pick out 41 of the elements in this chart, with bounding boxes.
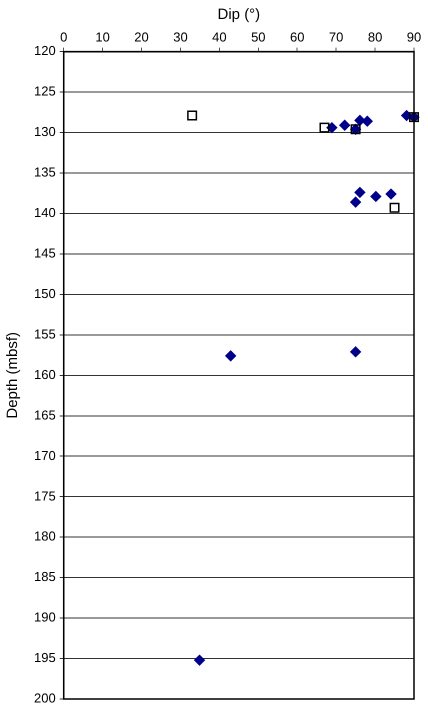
x-tick-label: 60 [290, 29, 304, 44]
y-tick-label: 165 [34, 407, 56, 422]
x-axis-title: Dip (°) [218, 6, 260, 24]
point [187, 110, 198, 121]
point [386, 188, 397, 200]
y-tick-label: 200 [34, 690, 56, 706]
y-tick-label: 160 [34, 366, 56, 382]
y-tick-label: 145 [34, 245, 56, 260]
x-tick-label: 70 [328, 29, 344, 44]
point [354, 186, 366, 198]
y-tick-label: 180 [34, 528, 56, 544]
y-tick-label: 170 [34, 448, 56, 463]
point [370, 190, 382, 202]
y-tick-label: 130 [34, 124, 56, 140]
point [194, 654, 206, 666]
y-tick-label: 155 [34, 326, 56, 342]
y-tick-label: 190 [34, 610, 56, 625]
x-tick-label: 80 [368, 29, 382, 44]
y-tick-label: 195 [34, 650, 56, 666]
y-tick-label: 140 [34, 205, 56, 220]
x-tick-label: 20 [134, 29, 149, 44]
x-tick-label: 10 [95, 29, 110, 44]
point [390, 202, 400, 213]
point [225, 350, 236, 362]
y-axis-title: Depth (mbsf) [4, 332, 22, 419]
x-tick-label: 40 [212, 29, 227, 44]
y-tick-label: 175 [34, 488, 56, 504]
x-tick-label: 30 [173, 29, 188, 44]
y-tick-label: 150 [34, 286, 56, 301]
point [362, 116, 373, 127]
point [319, 122, 330, 133]
y-tick-label: 125 [34, 84, 56, 99]
x-tick-label: 0 [60, 29, 68, 44]
y-tick-label: 120 [34, 43, 56, 58]
y-tick-label: 185 [34, 569, 56, 584]
x-tick-label: 50 [251, 29, 266, 44]
point [350, 196, 362, 208]
point [350, 346, 362, 358]
x-tick-label: 90 [406, 29, 422, 44]
point [339, 120, 350, 131]
y-tick-label: 135 [34, 164, 56, 180]
